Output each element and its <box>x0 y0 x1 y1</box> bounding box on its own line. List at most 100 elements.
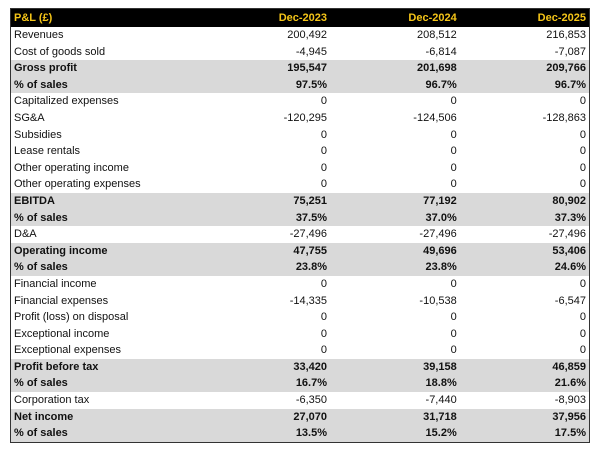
row-label: D&A <box>14 228 37 241</box>
cell-value: 37,956 <box>459 408 590 426</box>
row-label: Net income <box>10 408 201 426</box>
row-label: SG&A <box>14 111 45 124</box>
row-label: % of sales <box>10 259 201 276</box>
cell-value: 17.5% <box>459 425 590 443</box>
row-label: % of sales <box>10 375 201 393</box>
table-row: Revenues 200,492 208,512 216,853 <box>11 27 590 44</box>
cell-value: 0 <box>320 344 328 357</box>
cell-value: 37.0% <box>330 209 460 227</box>
cell-value: 0 <box>320 128 328 141</box>
cell-value: -7,440 <box>425 394 457 407</box>
cell-value: 201,698 <box>330 60 460 77</box>
cell-value: 0 <box>579 128 586 141</box>
table-row: % of sales 13.5% 15.2% 17.5% <box>10 425 590 443</box>
cell-value: -14,335 <box>289 294 328 307</box>
cell-value: 23.8% <box>200 259 331 276</box>
row-label: Profit (loss) on disposal <box>14 311 129 324</box>
cell-value: -120,295 <box>283 111 328 124</box>
table-row: Other operating expenses 0 0 0 <box>11 176 590 193</box>
row-label: Financial expenses <box>14 294 109 307</box>
row-label: Other operating income <box>14 161 129 174</box>
row-label: % of sales <box>10 209 201 227</box>
cell-value: -6,350 <box>295 394 328 407</box>
cell-value: 0 <box>450 178 457 191</box>
table-row: Other operating income 0 0 0 <box>11 160 590 177</box>
table-row: Exceptional income 0 0 0 <box>11 326 590 343</box>
cell-value: 80,902 <box>459 192 590 210</box>
cell-value: -128,863 <box>542 111 586 124</box>
row-label: Other operating expenses <box>14 178 141 191</box>
table-row: Corporation tax -6,350 -7,440 -8,903 <box>11 392 590 409</box>
table-row: Cost of goods sold -4,945 -6,814 -7,087 <box>11 44 590 61</box>
cell-value: 23.8% <box>330 259 460 276</box>
cell-value: -7,087 <box>554 45 586 58</box>
table-row: SG&A -120,295 -124,506 -128,863 <box>11 110 590 127</box>
cell-value: 27,070 <box>200 408 331 426</box>
cell-value: Dec-2023 <box>200 8 331 27</box>
cell-value: 77,192 <box>330 192 460 210</box>
table-row: Lease rentals 0 0 0 <box>11 143 590 160</box>
row-label: Revenues <box>14 29 64 41</box>
table-row: % of sales 37.5% 37.0% 37.3% <box>10 209 590 227</box>
pl-table: P&L (£) Dec-2023 Dec-2024 Dec-2025 Revenues 2… <box>10 8 590 443</box>
cell-value: 96.7% <box>459 76 590 94</box>
cell-value: 0 <box>579 311 586 324</box>
row-label: Capitalized expenses <box>14 95 119 108</box>
row-label: Corporation tax <box>14 394 90 407</box>
row-label: % of sales <box>10 425 201 443</box>
cell-value: 49,696 <box>330 242 460 260</box>
table-row: Profit before tax 33,420 39,158 46,859 <box>10 358 590 376</box>
cell-value: 0 <box>579 95 586 108</box>
cell-value: 0 <box>320 327 328 340</box>
table-row: P&L (£) Dec-2023 Dec-2024 Dec-2025 <box>10 8 590 27</box>
cell-value: 0 <box>320 95 328 108</box>
cell-value: 37.5% <box>200 209 331 227</box>
table-row: Net income 27,070 31,718 37,956 <box>10 408 590 426</box>
table-row: % of sales 16.7% 18.8% 21.6% <box>10 375 590 393</box>
cell-value: 0 <box>320 145 328 158</box>
cell-value: 0 <box>579 344 586 357</box>
cell-value: 0 <box>579 145 586 158</box>
row-label: P&L (£) <box>10 8 201 27</box>
cell-value: 16.7% <box>200 375 331 393</box>
cell-value: 31,718 <box>330 408 460 426</box>
cell-value: -124,506 <box>413 111 457 124</box>
cell-value: 47,755 <box>200 242 331 260</box>
table-row: Financial expenses -14,335 -10,538 -6,547 <box>11 293 590 310</box>
cell-value: 15.2% <box>330 425 460 443</box>
cell-value: 0 <box>450 327 457 340</box>
cell-value: -6,547 <box>554 294 586 307</box>
table-row: EBITDA 75,251 77,192 80,902 <box>10 192 590 210</box>
cell-value: 53,406 <box>459 242 590 260</box>
row-label: % of sales <box>10 76 201 94</box>
table-row: % of sales 23.8% 23.8% 24.6% <box>10 259 590 276</box>
row-label: Exceptional income <box>14 327 110 340</box>
table-row: Exceptional expenses 0 0 0 <box>11 342 590 359</box>
cell-value: 0 <box>450 161 457 174</box>
cell-value: 0 <box>320 277 328 290</box>
cell-value: 96.7% <box>330 76 460 94</box>
cell-value: 24.6% <box>459 259 590 276</box>
row-label: Profit before tax <box>10 358 201 376</box>
row-label: Gross profit <box>10 60 201 77</box>
cell-value: 0 <box>450 95 457 108</box>
cell-value: 21.6% <box>459 375 590 393</box>
row-label: Subsidies <box>14 128 62 141</box>
cell-value: 208,512 <box>416 29 457 41</box>
cell-value: -4,945 <box>295 45 328 58</box>
cell-value: 0 <box>320 178 328 191</box>
table-row: D&A -27,496 -27,496 -27,496 <box>11 226 590 243</box>
cell-value: 0 <box>579 277 586 290</box>
cell-value: 0 <box>450 277 457 290</box>
cell-value: 200,492 <box>287 29 328 41</box>
table-row: % of sales 97.5% 96.7% 96.7% <box>10 76 590 94</box>
row-label: Lease rentals <box>14 145 81 158</box>
table-row: Capitalized expenses 0 0 0 <box>11 93 590 110</box>
table-row: Operating income 47,755 49,696 53,406 <box>10 242 590 260</box>
cell-value: 46,859 <box>459 358 590 376</box>
cell-value: 0 <box>579 161 586 174</box>
cell-value: 39,158 <box>330 358 460 376</box>
row-label: Operating income <box>10 242 201 260</box>
cell-value: 0 <box>320 161 328 174</box>
table-row: Gross profit 195,547 201,698 209,766 <box>10 60 590 77</box>
